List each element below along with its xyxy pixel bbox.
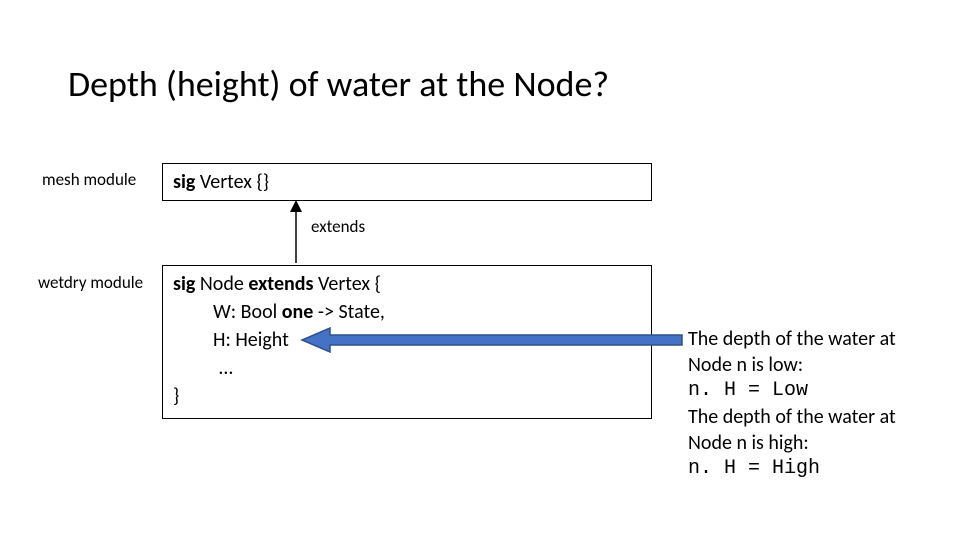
side-line-3: n. H = Low [688, 378, 896, 404]
side-line-5: Node n is high: [688, 430, 896, 456]
side-line-1: The depth of the water at [688, 326, 896, 352]
side-line-2: Node n is low: [688, 352, 896, 378]
side-explanation: The depth of the water at Node n is low:… [688, 326, 896, 482]
side-line-6: n. H = High [688, 456, 896, 482]
side-line-4: The depth of the water at [688, 404, 896, 430]
slide-root: Depth (height) of water at the Node? mes… [0, 0, 960, 540]
